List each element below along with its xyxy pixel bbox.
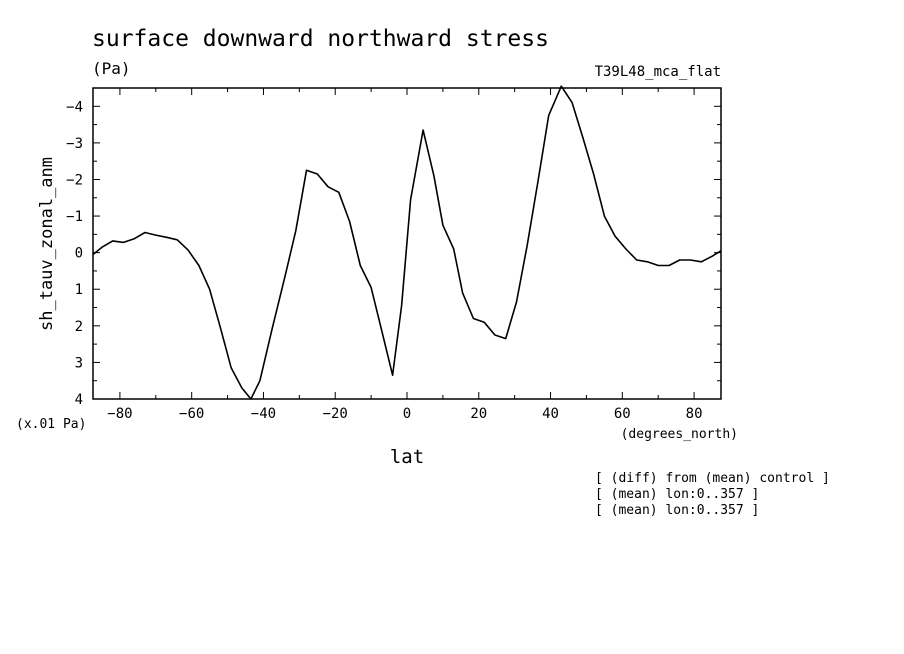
x-axis-label: lat: [390, 446, 424, 468]
units-label: (Pa): [92, 59, 131, 78]
y-axis-label: sh_tauv_zonal_anm: [37, 157, 57, 331]
x-tick-label: 40: [542, 406, 559, 422]
y-tick-label: −4: [66, 99, 83, 115]
y-tick-label: 4: [75, 392, 83, 408]
y-scale-label: (x.01 Pa): [16, 417, 86, 432]
x-tick-label: 60: [614, 406, 631, 422]
chart-title: surface downward northward stress: [92, 26, 549, 52]
y-tick-label: 2: [75, 319, 83, 335]
x-tick-label: −40: [251, 406, 276, 422]
x-tick-label: −20: [323, 406, 348, 422]
y-tick-label: 0: [75, 246, 83, 262]
y-ticks: −4 −3 −2 −1 0 1 2 3 4: [66, 99, 721, 408]
y-tick-label: −3: [66, 136, 83, 152]
x-tick-label: 80: [686, 406, 703, 422]
series-line: [92, 85, 722, 400]
x-tick-label: −60: [179, 406, 204, 422]
annotation-line: [ (diff) from (mean) control ]: [595, 471, 830, 486]
annotation-line: [ (mean) lon:0..357 ]: [595, 503, 759, 518]
annotation-line: [ (mean) lon:0..357 ]: [595, 487, 759, 502]
run-label: T39L48_mca_flat: [595, 64, 721, 80]
x-tick-label: 0: [403, 406, 411, 422]
y-tick-label: −2: [66, 172, 83, 188]
x-ticks: −80 −60 −40 −20 0 20 40 60 80: [107, 88, 703, 422]
x-tick-label: 20: [470, 406, 487, 422]
y-tick-label: −1: [66, 209, 83, 225]
y-tick-label: 1: [75, 282, 83, 298]
x-tick-label: −80: [107, 406, 132, 422]
x-units-label: (degrees_north): [621, 427, 738, 442]
y-tick-label: 3: [75, 355, 83, 371]
